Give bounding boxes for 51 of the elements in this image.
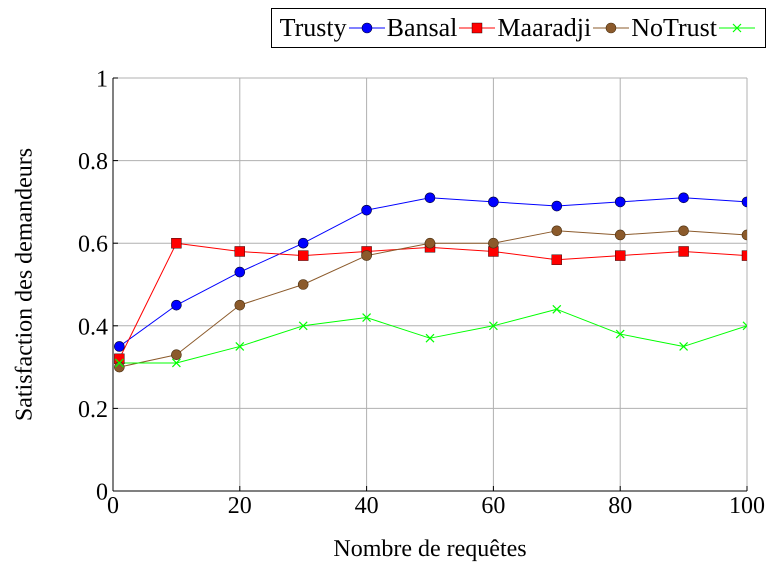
point (361, 250, 372, 261)
y-tick-label: 0.2 (78, 396, 108, 423)
point (552, 200, 562, 212)
x-tick-label: 40 (354, 493, 379, 520)
point (678, 192, 689, 204)
point (488, 196, 499, 208)
point (488, 238, 499, 248)
point (488, 321, 498, 330)
point (172, 358, 181, 368)
point (552, 254, 562, 265)
point (362, 312, 372, 322)
point (425, 334, 435, 343)
legend-label: NoTrust (631, 13, 717, 43)
x-tick-label: 20 (228, 493, 252, 520)
y-tick-label: 0.8 (78, 149, 108, 176)
point (298, 279, 308, 290)
point (616, 329, 625, 339)
point (552, 304, 562, 314)
legend-label: Trusty (280, 13, 347, 43)
point (424, 192, 436, 204)
point (552, 226, 562, 236)
point (614, 196, 626, 208)
point (234, 266, 246, 278)
y-tick-label: 0.4 (78, 314, 108, 340)
point (424, 238, 436, 248)
legend-label: Maaradji (497, 13, 592, 43)
x-tick-label: 80 (608, 493, 632, 520)
legend-label: Bansal (386, 13, 458, 43)
point (679, 342, 688, 352)
point (298, 321, 308, 330)
x-axis-title: Nombre de requêtes (333, 536, 527, 562)
x-tick-label: 100 (729, 493, 765, 520)
y-tick-label: 1 (96, 66, 108, 93)
y-axis-title: Satisfaction des demandeurs (12, 148, 38, 422)
point (114, 341, 125, 352)
point (678, 246, 689, 257)
y-tick-label: 0.6 (78, 232, 108, 258)
point (235, 342, 244, 352)
point (171, 300, 182, 310)
point (298, 238, 308, 248)
point (614, 230, 626, 240)
point (234, 246, 245, 257)
point (678, 226, 689, 236)
x-tick-label: 60 (481, 493, 506, 520)
point (234, 300, 246, 310)
point (114, 358, 124, 368)
point (615, 250, 626, 261)
point (171, 238, 182, 248)
point (171, 349, 182, 360)
point (298, 250, 308, 261)
point (361, 204, 372, 216)
